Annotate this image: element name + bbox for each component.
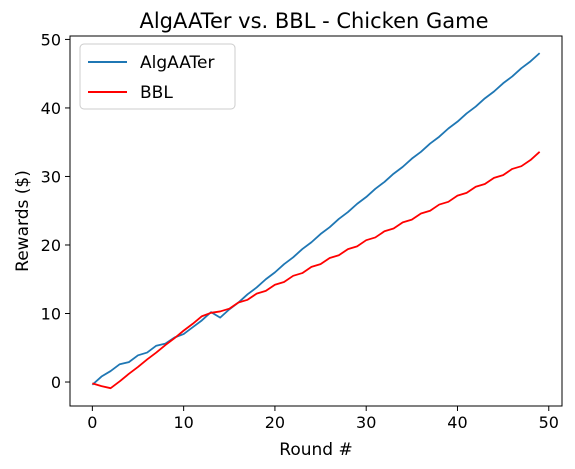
chart-title: AlgAATer vs. BBL - Chicken Game bbox=[139, 9, 488, 33]
y-tick-label: 20 bbox=[41, 236, 61, 255]
legend: AlgAATer BBL bbox=[79, 43, 236, 110]
y-tick-label: 10 bbox=[41, 305, 61, 324]
y-tick-label: 30 bbox=[41, 167, 61, 186]
plot-frame bbox=[69, 35, 563, 407]
y-tick-label: 40 bbox=[41, 99, 61, 118]
series-line-algaater bbox=[91, 52, 541, 386]
x-tick-label: 0 bbox=[87, 413, 97, 432]
x-tick-label: 30 bbox=[356, 413, 376, 432]
x-axis-label: Round # bbox=[279, 440, 352, 460]
y-tick-label: 0 bbox=[51, 373, 61, 392]
x-tick-label: 20 bbox=[265, 413, 285, 432]
series-line-bbl bbox=[92, 151, 541, 390]
y-tick-label: 50 bbox=[41, 30, 61, 49]
legend-label-algaater: AlgAATer bbox=[140, 53, 215, 73]
x-tick-label: 50 bbox=[539, 413, 559, 432]
x-tick-label: 40 bbox=[447, 413, 467, 432]
x-tick-label: 10 bbox=[173, 413, 193, 432]
legend-label-bbl: BBL bbox=[140, 83, 173, 103]
y-axis-label: Rewards ($) bbox=[13, 170, 33, 272]
